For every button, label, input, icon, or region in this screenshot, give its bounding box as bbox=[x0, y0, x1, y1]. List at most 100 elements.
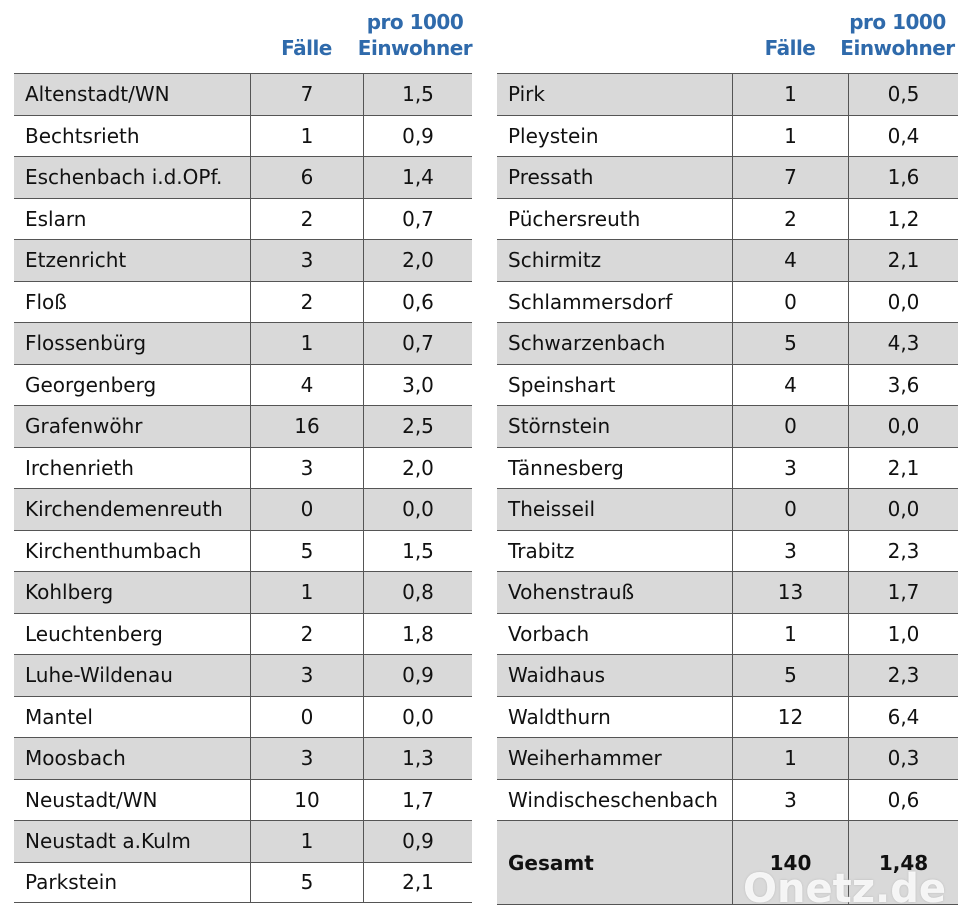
col-header: Einwohner bbox=[840, 36, 955, 60]
cell-cases: 2 bbox=[250, 198, 363, 239]
cell-rate: 0,9 bbox=[363, 821, 472, 862]
cell-rate: 2,0 bbox=[363, 240, 472, 281]
table-row: Luhe-Wildenau 3 0,9 bbox=[14, 654, 472, 696]
cell-name: Trabitz bbox=[508, 538, 575, 563]
cell-cases: 16 bbox=[250, 406, 363, 447]
cell-rate: 4,3 bbox=[848, 323, 958, 364]
table-row: Moosbach 3 1,3 bbox=[14, 737, 472, 779]
cell-name: Waldthurn bbox=[508, 704, 611, 729]
cell-name: Gesamt bbox=[508, 850, 594, 875]
cell-name: Kirchenthumbach bbox=[25, 538, 202, 563]
table-row: Eslarn 2 0,7 bbox=[14, 197, 472, 239]
table-row: Etzenricht 3 2,0 bbox=[14, 239, 472, 281]
cell-cases: 1 bbox=[250, 323, 363, 364]
cell-cases: 3 bbox=[732, 447, 848, 488]
table-row: Speinshart 4 3,6 bbox=[497, 363, 958, 405]
cell-cases: 3 bbox=[250, 655, 363, 696]
cell-name: Floß bbox=[25, 289, 67, 314]
cell-rate: 0,0 bbox=[363, 696, 472, 737]
table-row: Püchersreuth 2 1,2 bbox=[497, 197, 958, 239]
cell-name: Schlammersdorf bbox=[508, 289, 673, 314]
table-row: Schlammersdorf 0 0,0 bbox=[497, 280, 958, 322]
cell-rate: 1,2 bbox=[848, 198, 958, 239]
cell-name: Pirk bbox=[508, 82, 545, 107]
table-row: Altenstadt/WN 7 1,5 bbox=[14, 73, 472, 115]
cell-rate: 0,5 bbox=[848, 74, 958, 115]
cell-cases: 1 bbox=[732, 115, 848, 156]
cell-cases: 5 bbox=[250, 530, 363, 571]
cell-cases: 3 bbox=[250, 240, 363, 281]
cell-rate: 0,7 bbox=[363, 198, 472, 239]
cell-rate: 2,3 bbox=[848, 655, 958, 696]
cell-cases: 5 bbox=[732, 323, 848, 364]
cell-rate: 0,7 bbox=[363, 323, 472, 364]
table-row: Neustadt/WN 10 1,7 bbox=[14, 778, 472, 820]
cell-rate: 2,1 bbox=[848, 240, 958, 281]
table-row: Waldthurn 12 6,4 bbox=[497, 695, 958, 737]
cell-name: Neustadt/WN bbox=[25, 787, 158, 812]
table-row: Störnstein 0 0,0 bbox=[497, 405, 958, 447]
cell-rate: 0,0 bbox=[848, 406, 958, 447]
col-header: Fälle bbox=[764, 36, 816, 60]
table-left: Altenstadt/WN 7 1,5 Bechtsrieth 1 0,9 Eschenba… bbox=[14, 73, 472, 903]
table-row: Weiherhammer 1 0,3 bbox=[497, 737, 958, 779]
cell-cases: 3 bbox=[732, 530, 848, 571]
watermark: Onetz.de bbox=[743, 866, 946, 912]
cell-rate: 0,0 bbox=[363, 489, 472, 530]
cell-rate: 1,4 bbox=[363, 157, 472, 198]
cell-name: Theisseil bbox=[508, 497, 596, 522]
cell-rate: 1,48 bbox=[848, 821, 958, 904]
cell-cases: 4 bbox=[250, 364, 363, 405]
cell-cases: 140 bbox=[732, 821, 848, 904]
cell-name: Störnstein bbox=[508, 414, 611, 439]
cell-cases: 2 bbox=[250, 281, 363, 322]
table-row: Bechtsrieth 1 0,9 bbox=[14, 114, 472, 156]
cell-name: Schwarzenbach bbox=[508, 331, 666, 356]
table-row: Grafenwöhr 16 2,5 bbox=[14, 405, 472, 447]
cell-name: Vorbach bbox=[508, 621, 590, 646]
table-row: Waidhaus 5 2,3 bbox=[497, 654, 958, 696]
cell-cases: 3 bbox=[250, 738, 363, 779]
cell-name: Vohenstrauß bbox=[508, 580, 635, 605]
table-row: Trabitz 3 2,3 bbox=[497, 529, 958, 571]
table-row: Leuchtenberg 2 1,8 bbox=[14, 612, 472, 654]
cell-cases: 0 bbox=[732, 489, 848, 530]
table-row: Mantel 0 0,0 bbox=[14, 695, 472, 737]
cell-cases: 1 bbox=[732, 74, 848, 115]
table-row: Theisseil 0 0,0 bbox=[497, 488, 958, 530]
table-row: Flossenbürg 1 0,7 bbox=[14, 322, 472, 364]
table-row: Kohlberg 1 0,8 bbox=[14, 571, 472, 613]
cell-name: Eschenbach i.d.OPf. bbox=[25, 165, 223, 190]
table-row: Gesamt 140 1,48 bbox=[497, 820, 958, 905]
cell-name: Kirchendemenreuth bbox=[25, 497, 223, 522]
table-row: Pleystein 1 0,4 bbox=[497, 114, 958, 156]
cell-cases: 1 bbox=[250, 115, 363, 156]
cell-rate: 1,3 bbox=[363, 738, 472, 779]
cell-name: Püchersreuth bbox=[508, 206, 641, 231]
cell-rate: 0,9 bbox=[363, 655, 472, 696]
cell-name: Waidhaus bbox=[508, 663, 606, 688]
cell-rate: 0,0 bbox=[848, 489, 958, 530]
cell-rate: 1,6 bbox=[848, 157, 958, 198]
cell-rate: 0,3 bbox=[848, 738, 958, 779]
cell-name: Pleystein bbox=[508, 123, 599, 148]
cell-rate: 1,5 bbox=[363, 530, 472, 571]
cell-name: Pressath bbox=[508, 165, 594, 190]
col-header: pro 1000 bbox=[849, 10, 946, 34]
col-header: Fälle bbox=[281, 36, 332, 60]
cell-rate: 2,0 bbox=[363, 447, 472, 488]
cell-rate: 2,3 bbox=[848, 530, 958, 571]
cell-name: Eslarn bbox=[25, 206, 87, 231]
cell-rate: 3,6 bbox=[848, 364, 958, 405]
table-row: Vohenstrauß 13 1,7 bbox=[497, 571, 958, 613]
cell-rate: 0,0 bbox=[848, 281, 958, 322]
table-row: Eschenbach i.d.OPf. 6 1,4 bbox=[14, 156, 472, 198]
cell-cases: 0 bbox=[250, 489, 363, 530]
table-row: Pirk 1 0,5 bbox=[497, 73, 958, 115]
cell-rate: 6,4 bbox=[848, 696, 958, 737]
cell-cases: 1 bbox=[732, 738, 848, 779]
table-row: Windischeschenbach 3 0,6 bbox=[497, 778, 958, 820]
cell-cases: 0 bbox=[732, 281, 848, 322]
cell-rate: 1,7 bbox=[363, 779, 472, 820]
cell-cases: 3 bbox=[732, 779, 848, 820]
